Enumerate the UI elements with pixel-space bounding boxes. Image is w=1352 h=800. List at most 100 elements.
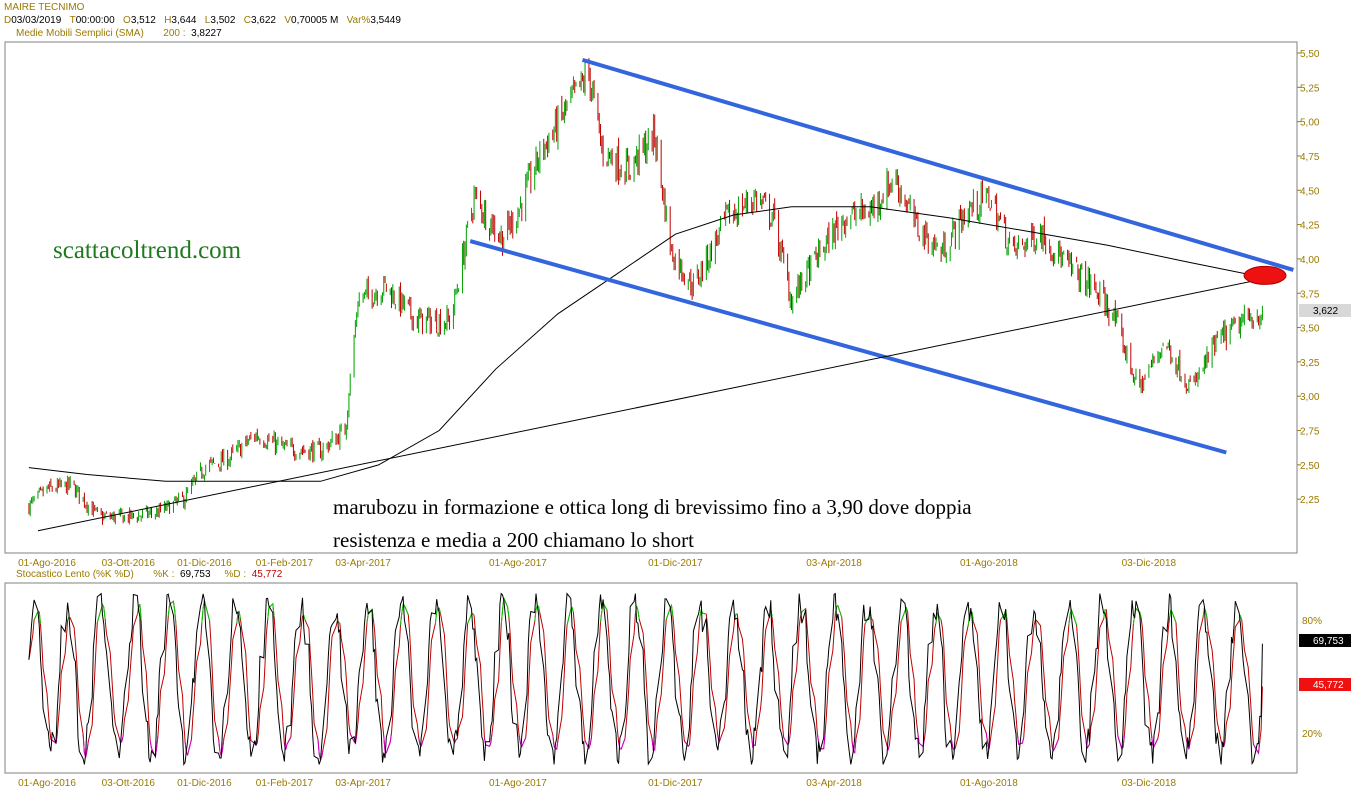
stoch-readout: Stocastico Lento (%K %D) %K : 69,753 %D … <box>16 569 283 580</box>
stoch-panel <box>4 582 1298 774</box>
price-badge: 3,622 <box>1313 306 1338 317</box>
ohlc-value: 3,644 <box>171 15 197 26</box>
stochastic-layer <box>28 592 1263 767</box>
time-tick-label-bottom: 01-Ago-2016 <box>18 778 76 789</box>
price-tick-label: 4,50 <box>1300 186 1320 197</box>
annotation-line-1: marubozu in formazione e ottica long di … <box>333 495 972 519</box>
ohlc-key: O <box>123 15 131 26</box>
price-tick-label: 3,75 <box>1300 289 1320 300</box>
ohlc-key: Var% <box>346 15 371 26</box>
ohlc-key: C <box>243 15 251 26</box>
ohlc-key: L <box>204 15 211 26</box>
stoch-overbought-segment <box>734 613 738 619</box>
stoch-overbought-segment <box>96 603 106 623</box>
ohlc-value: 03/03/2019 <box>11 15 62 26</box>
support-trendline <box>37 274 1281 532</box>
stoch-oversold-segment <box>1085 737 1090 750</box>
time-tick-label: 01-Ago-2016 <box>18 558 76 569</box>
price-axis: 5,50 5,25 5,00 4,75 4,50 4,25 4,00 3,75 3,50 3,25… <box>1297 49 1320 506</box>
price-tick-label: 2,75 <box>1300 427 1320 438</box>
stoch-overbought-segment <box>236 610 241 624</box>
price-tick-label: 2,50 <box>1300 461 1320 472</box>
time-tick-label-bottom: 01-Dic-2016 <box>177 778 232 789</box>
time-tick-label: 01-Dic-2016 <box>177 558 232 569</box>
stoch-k-line <box>28 592 1263 767</box>
stoch-overbought-segment <box>136 603 142 621</box>
price-tick-label: 5,00 <box>1300 118 1320 129</box>
stoch-overbought-segment <box>33 610 41 625</box>
stoch-oversold-segment <box>985 733 991 750</box>
time-tick-label: 01-Ago-2018 <box>960 558 1018 569</box>
price-tick-label: 5,50 <box>1300 49 1320 60</box>
time-tick-label: 01-Ago-2017 <box>489 558 547 569</box>
time-axis-top: 01-Ago-2016 03-Ott-2016 01-Dic-2016 01-Feb-… <box>18 558 1176 569</box>
price-panel <box>4 41 1298 554</box>
stoch-tick-20: 20% <box>1302 729 1322 740</box>
ohlc-key: H <box>164 15 172 26</box>
d-badge: 45,772 <box>1313 680 1344 691</box>
price-tick-label: 5,25 <box>1300 83 1320 94</box>
time-tick-label: 03-Ott-2016 <box>102 558 156 569</box>
time-tick-label-bottom: 03-Apr-2017 <box>335 778 391 789</box>
price-tick-label: 4,00 <box>1300 255 1320 266</box>
stoch-overbought-segment <box>665 603 674 620</box>
price-tick-label: 4,75 <box>1300 152 1320 163</box>
time-axis-bottom: 01-Ago-2016 03-Ott-2016 01-Dic-2016 01-Feb-… <box>18 778 1176 789</box>
ohlc-value: 3,512 <box>130 15 156 26</box>
stoch-oversold-segment <box>851 738 857 754</box>
candles-layer <box>28 58 1263 525</box>
price-tick-label: 3,00 <box>1300 392 1320 403</box>
time-tick-label-bottom: 01-Dic-2017 <box>648 778 703 789</box>
symbol-title: MAIRE TECNIMO <box>4 2 85 13</box>
price-tick-label: 2,25 <box>1300 495 1320 506</box>
stoch-overbought-segment <box>1103 609 1107 619</box>
time-tick-label: 03-Dic-2018 <box>1122 558 1177 569</box>
ohlc-value: 3,502 <box>210 15 236 26</box>
time-tick-label: 01-Feb-2017 <box>256 558 314 569</box>
annotation-line-2: resistenza e media a 200 chiamano lo sho… <box>333 528 694 552</box>
price-tick-label: 4,25 <box>1300 221 1320 232</box>
ohlc-value: 00:00:00 <box>75 15 115 26</box>
ohlc-value: 3,622 <box>250 15 276 26</box>
time-tick-label: 01-Dic-2017 <box>648 558 703 569</box>
ohlc-key: D <box>4 15 12 26</box>
ohlc-key: T <box>69 15 76 26</box>
stoch-tick-80: 80% <box>1302 616 1322 627</box>
sma-readout: Medie Mobili Semplici (SMA) 200 : 3,8227 <box>16 28 222 39</box>
channel-line <box>581 57 1294 272</box>
channel-line <box>469 239 1227 455</box>
time-tick-label-bottom: 01-Ago-2018 <box>960 778 1018 789</box>
ohlc-key: V <box>284 15 292 26</box>
price-tick-label: 3,50 <box>1300 324 1320 335</box>
d-badge-bg <box>1299 678 1351 691</box>
sma200-line <box>28 206 1275 482</box>
time-tick-label-bottom: 01-Feb-2017 <box>256 778 314 789</box>
stoch-oversold-segment <box>1252 741 1261 755</box>
stoch-overbought-segment <box>167 600 177 625</box>
k-badge-bg <box>1299 634 1351 647</box>
stoch-oversold-segment <box>684 740 690 748</box>
time-tick-label-bottom: 03-Ott-2016 <box>102 778 156 789</box>
price-badge-bg <box>1299 304 1351 317</box>
watermark-site: scattacoltrend.com <box>53 237 242 264</box>
price-tick-label: 3,25 <box>1300 358 1320 369</box>
ohlc-value: 0,70005 M <box>291 15 339 26</box>
ohlc-readout: D03/03/2019 T00:00:00 O3,512 H3,644 L3,5… <box>4 15 401 27</box>
time-tick-label: 03-Apr-2018 <box>806 558 862 569</box>
time-tick-label: 03-Apr-2017 <box>335 558 391 569</box>
sma-layer <box>28 206 1275 482</box>
resistance-marker <box>1243 265 1287 285</box>
stoch-overbought-segment <box>1068 608 1078 626</box>
k-badge: 69,753 <box>1313 636 1344 647</box>
ohlc-value: 3,5449 <box>370 15 401 26</box>
time-tick-label-bottom: 01-Ago-2017 <box>489 778 547 789</box>
stoch-oversold-segment <box>383 732 392 754</box>
stoch-oversold-segment <box>651 733 657 752</box>
time-tick-label-bottom: 03-Dic-2018 <box>1122 778 1177 789</box>
stoch-oversold-segment <box>584 737 592 750</box>
stoch-overbought-segment <box>267 602 275 621</box>
trendline-layer <box>37 57 1294 532</box>
stoch-oversold-segment <box>184 739 192 757</box>
time-tick-label-bottom: 03-Apr-2018 <box>806 778 862 789</box>
